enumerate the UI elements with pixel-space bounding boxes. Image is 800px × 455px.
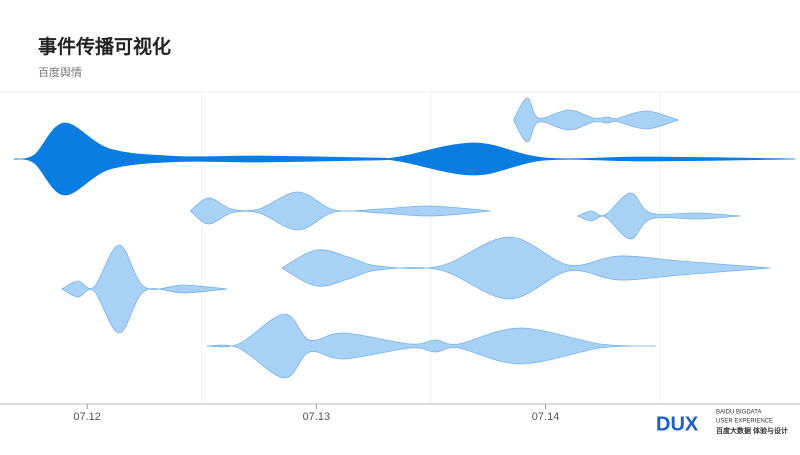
x-tick-label: 07.14 bbox=[532, 411, 560, 423]
stream bbox=[189, 191, 491, 231]
logo-text: USER EXPERIENCE bbox=[716, 419, 773, 425]
stream bbox=[13, 122, 796, 196]
x-tick-label: 07.12 bbox=[73, 411, 101, 423]
chart-title: 事件传播可视化 bbox=[38, 35, 171, 58]
stream bbox=[60, 244, 227, 334]
logo-text: BAIDU BIGDATA bbox=[716, 410, 761, 416]
stream bbox=[281, 236, 771, 300]
stream bbox=[576, 192, 741, 240]
logo-text: 百度大数据 体验与设计 bbox=[716, 426, 788, 435]
stream bbox=[206, 313, 656, 379]
chart-subtitle: 百度舆情 bbox=[38, 65, 82, 79]
x-tick-label: 07.13 bbox=[303, 411, 331, 423]
stream bbox=[512, 97, 680, 143]
logo-mark: DUX bbox=[656, 413, 699, 435]
logo: DUX BAIDU BIGDATA USER EXPERIENCE 百度大数据 … bbox=[656, 410, 788, 436]
